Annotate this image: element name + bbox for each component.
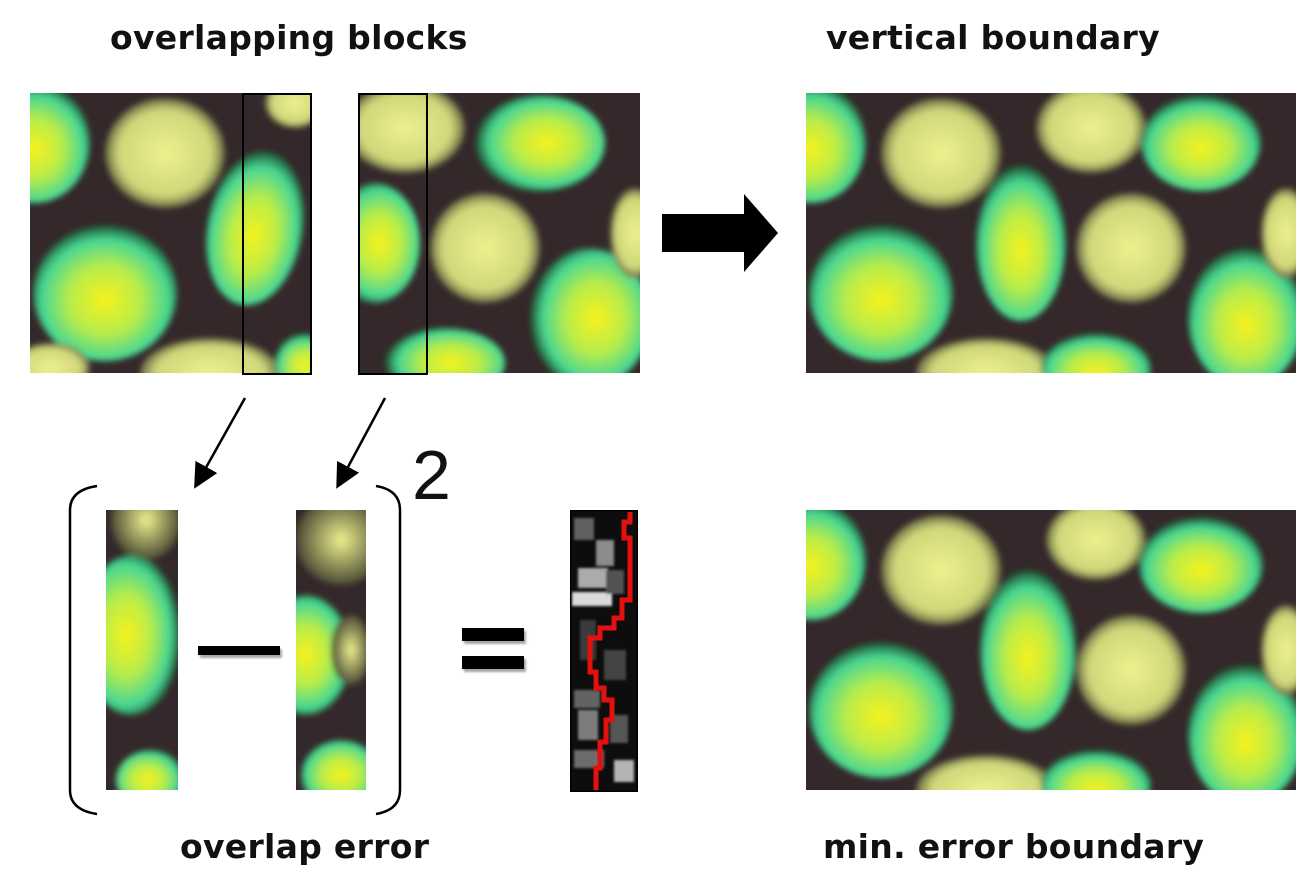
- right-arrow-icon: [662, 194, 778, 272]
- vertical-boundary-label: vertical boundary: [826, 18, 1160, 57]
- arrow-to-strip-b: [336, 397, 387, 489]
- min-error-boundary-label: min. error boundary: [823, 827, 1205, 866]
- overlap-region-b: [358, 93, 428, 375]
- min-cut-path: [587, 512, 633, 790]
- texture-block-b: [360, 93, 640, 373]
- exponent-two: 2: [412, 436, 451, 514]
- texture-block-a: [30, 93, 310, 373]
- error-map: [570, 510, 638, 792]
- overlap-strip-b: [296, 510, 366, 790]
- arrow-to-strip-a: [194, 397, 247, 489]
- pointer-arrows: [194, 397, 387, 489]
- overlap-error-label: overlap error: [180, 827, 430, 866]
- equals-sign-icon: [462, 628, 524, 641]
- minus-sign-icon: [198, 646, 280, 655]
- left-parenthesis-icon: [68, 484, 98, 816]
- right-parenthesis-icon: [375, 484, 402, 816]
- min-error-boundary-result: [806, 510, 1296, 790]
- equals-sign-icon-lower-bar: [462, 656, 524, 669]
- overlap-region-a: [242, 93, 312, 375]
- overlap-strip-a: [106, 510, 178, 790]
- vertical-boundary-result: [806, 93, 1296, 373]
- overlapping-blocks-label: overlapping blocks: [110, 18, 468, 57]
